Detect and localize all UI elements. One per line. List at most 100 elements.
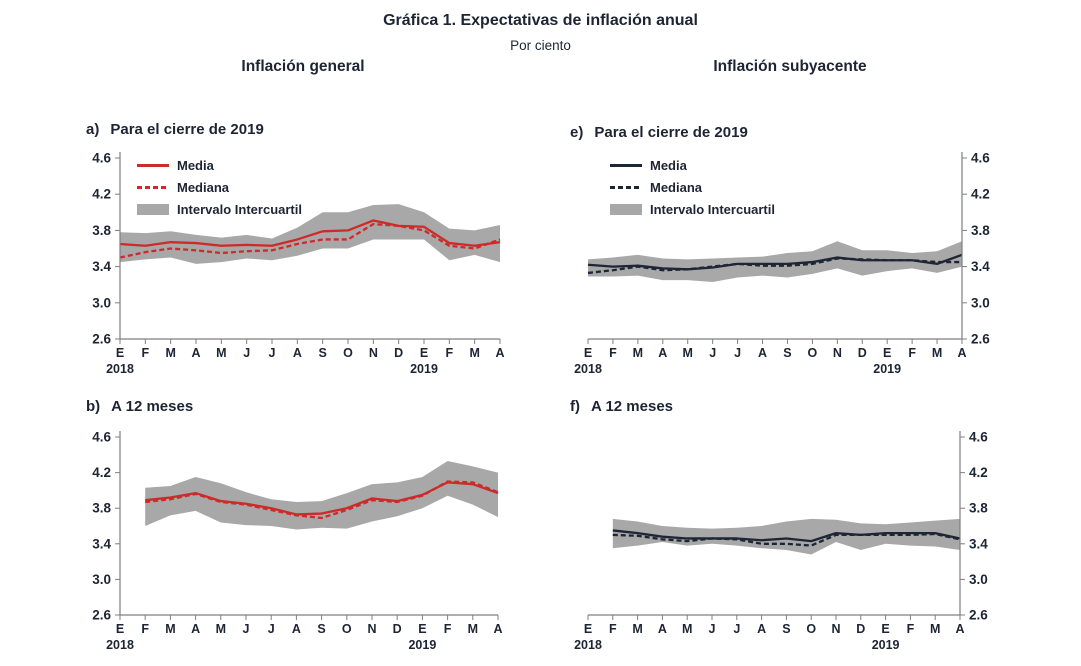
svg-text:A: A xyxy=(957,346,966,360)
svg-text:J: J xyxy=(709,346,716,360)
svg-text:A: A xyxy=(191,622,200,636)
svg-text:3.0: 3.0 xyxy=(971,295,990,310)
svg-text:F: F xyxy=(609,622,617,636)
svg-text:E: E xyxy=(116,622,124,636)
intervalo-band-swatch-icon xyxy=(610,204,642,215)
svg-text:3.8: 3.8 xyxy=(92,223,111,238)
legend-mediana-label: Mediana xyxy=(650,180,703,195)
svg-text:M: M xyxy=(682,622,692,636)
svg-text:3.4: 3.4 xyxy=(92,536,111,551)
svg-text:A: A xyxy=(493,622,502,636)
panel-e-caption: Para el cierre de 2019 xyxy=(594,124,748,141)
svg-text:D: D xyxy=(393,622,402,636)
svg-text:N: N xyxy=(367,622,376,636)
svg-text:S: S xyxy=(318,346,326,360)
page-title: Gráfica 1. Expectativas de inflación anu… xyxy=(383,12,698,29)
svg-text:M: M xyxy=(469,346,479,360)
svg-text:2019: 2019 xyxy=(872,638,900,652)
svg-text:F: F xyxy=(446,346,454,360)
mediana-dashed-line-swatch-icon xyxy=(137,186,169,189)
panel-f-letter: f) xyxy=(570,398,580,415)
svg-text:N: N xyxy=(369,346,378,360)
legend-item-media: Media xyxy=(137,158,302,173)
legend-item-media: Media xyxy=(610,158,775,173)
panel-f-caption: A 12 meses xyxy=(591,398,674,415)
svg-text:3.8: 3.8 xyxy=(969,501,988,516)
panel-b-letter: b) xyxy=(86,398,101,415)
svg-text:J: J xyxy=(733,622,740,636)
svg-text:J: J xyxy=(243,346,250,360)
svg-text:S: S xyxy=(783,346,791,360)
svg-text:M: M xyxy=(165,346,175,360)
svg-text:F: F xyxy=(908,346,916,360)
panel-a-title: a) Para el cierre de 2019 xyxy=(86,121,264,138)
svg-text:M: M xyxy=(683,346,693,360)
svg-text:E: E xyxy=(584,622,592,636)
legend-intervalo-label: Intervalo Intercuartil xyxy=(177,202,302,217)
media-line-swatch-icon xyxy=(137,164,169,167)
svg-text:3.0: 3.0 xyxy=(92,295,111,310)
column-header-subyacente: Inflación subyacente xyxy=(713,58,867,75)
svg-text:A: A xyxy=(757,622,766,636)
svg-text:M: M xyxy=(930,622,940,636)
svg-text:S: S xyxy=(317,622,325,636)
svg-text:E: E xyxy=(420,346,428,360)
svg-text:2018: 2018 xyxy=(574,638,602,652)
svg-text:M: M xyxy=(165,622,175,636)
svg-text:O: O xyxy=(342,622,352,636)
svg-text:4.6: 4.6 xyxy=(971,151,990,166)
svg-text:E: E xyxy=(418,622,426,636)
svg-text:2.6: 2.6 xyxy=(969,608,988,623)
svg-text:F: F xyxy=(907,622,915,636)
chart-f-12-meses-subyacente: E F M A M J J A S O N D E F M A 2018 2019 2.6 3.0 3.4 3.8 4.2 4… xyxy=(574,430,988,653)
svg-text:3.8: 3.8 xyxy=(92,501,111,516)
legend-item-intervalo: Intervalo Intercuartil xyxy=(610,202,775,217)
svg-text:2018: 2018 xyxy=(106,638,134,652)
panel-e-letter: e) xyxy=(570,124,584,141)
svg-text:4.2: 4.2 xyxy=(971,187,990,202)
panel-f-title: f) A 12 meses xyxy=(570,398,673,415)
svg-text:E: E xyxy=(881,622,889,636)
svg-text:A: A xyxy=(495,346,504,360)
svg-text:E: E xyxy=(116,346,124,360)
svg-text:4.2: 4.2 xyxy=(92,187,111,202)
svg-text:M: M xyxy=(216,346,226,360)
svg-text:2019: 2019 xyxy=(408,638,436,652)
svg-text:N: N xyxy=(833,346,842,360)
legend-item-intervalo: Intervalo Intercuartil xyxy=(137,202,302,217)
svg-text:J: J xyxy=(269,346,276,360)
svg-text:D: D xyxy=(858,346,867,360)
media-line-swatch-icon xyxy=(610,164,642,167)
svg-text:2018: 2018 xyxy=(574,362,602,376)
svg-text:E: E xyxy=(584,346,592,360)
legend-item-mediana: Mediana xyxy=(137,180,302,195)
svg-text:M: M xyxy=(932,346,942,360)
svg-text:J: J xyxy=(243,622,250,636)
legend-general: Media Mediana Intervalo Intercuartil xyxy=(137,158,302,217)
svg-text:2.6: 2.6 xyxy=(92,332,111,347)
svg-text:A: A xyxy=(758,346,767,360)
chart-b-12-meses-general: E F M A M J J A S O N D E F M A 2018 2019 2.6 3.0 3.4 3.8 4.2 4… xyxy=(92,430,502,653)
column-header-general: Inflación general xyxy=(241,58,365,75)
svg-text:4.6: 4.6 xyxy=(92,151,111,166)
svg-text:A: A xyxy=(293,346,302,360)
svg-text:M: M xyxy=(216,622,226,636)
chart-a-cierre-2019-general: E F M A M J J A S O N D E F M A 2018 2019 2.6 3.0 3.4 3.8 4.2 4… xyxy=(92,151,504,377)
svg-text:O: O xyxy=(343,346,353,360)
svg-text:J: J xyxy=(268,622,275,636)
svg-text:2.6: 2.6 xyxy=(92,608,111,623)
svg-text:A: A xyxy=(191,346,200,360)
chart-e-cierre-2019-subyacente: E F M A M J J A S O N D E F M A 2018 2019 2.6 3.0 3.4 3.8 4.2 4… xyxy=(574,151,990,377)
svg-text:D: D xyxy=(856,622,865,636)
page-subtitle: Por ciento xyxy=(510,38,571,53)
svg-text:M: M xyxy=(632,622,642,636)
svg-text:4.2: 4.2 xyxy=(92,465,111,480)
svg-text:J: J xyxy=(709,622,716,636)
svg-text:4.6: 4.6 xyxy=(969,430,988,445)
svg-text:E: E xyxy=(883,346,891,360)
svg-text:O: O xyxy=(808,346,818,360)
svg-text:A: A xyxy=(658,622,667,636)
svg-text:2019: 2019 xyxy=(410,362,438,376)
legend-media-label: Media xyxy=(650,158,687,173)
